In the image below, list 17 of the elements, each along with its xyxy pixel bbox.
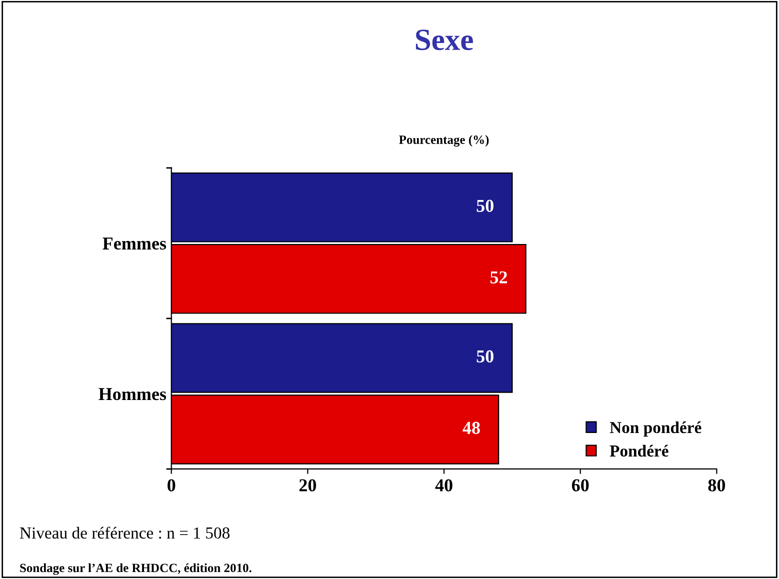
- y-tick-label: Hommes: [98, 388, 166, 400]
- x-axis-title: Pourcentage (%): [399, 135, 489, 147]
- data-label: 48: [462, 422, 480, 434]
- y-tick-label: Femmes: [102, 238, 166, 250]
- x-tick-label: 60: [572, 479, 589, 492]
- x-tick-label: 20: [299, 479, 316, 492]
- text: Niveau de référence : n = 1 508: [20, 526, 230, 539]
- chart-title: Sexe: [416, 30, 473, 50]
- x-tick-label: 0: [168, 479, 176, 492]
- data-label: 52: [490, 271, 507, 284]
- legend-label: Non pondéré: [610, 421, 702, 437]
- x-tick-label: 40: [435, 479, 452, 492]
- data-label: 50: [476, 350, 494, 362]
- x-tick-label: 80: [708, 479, 726, 492]
- data-label: 50: [476, 200, 494, 212]
- text: Sondage sur l’AE de RHDCC, édition 2010.: [20, 563, 252, 575]
- legend-label: Pondéré: [610, 444, 668, 457]
